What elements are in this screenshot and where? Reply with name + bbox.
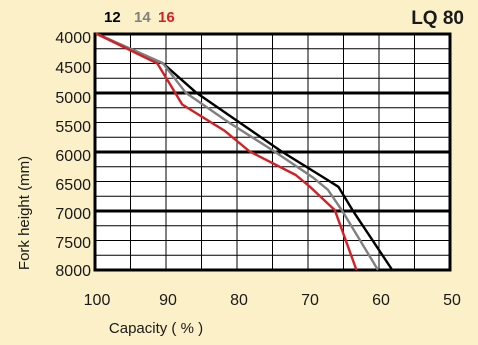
x-tick-label: 70 (301, 292, 319, 309)
legend: 12 14 16 (104, 9, 175, 26)
y-tick-label: 6000 (55, 148, 91, 165)
y-tick-label: 7500 (55, 235, 91, 252)
y-tick-label: 8000 (55, 263, 91, 280)
legend-item-14: 14 (134, 9, 151, 26)
legend-item-16: 16 (158, 9, 175, 26)
x-tick-label: 60 (372, 292, 390, 309)
y-tick-label: 4000 (55, 30, 91, 47)
series-line-12 (95, 32, 393, 271)
y-axis-ticks: 4000 4500 5000 5500 6000 6500 7000 7500 8000 (55, 30, 91, 280)
plot-frame (93, 32, 452, 272)
x-tick-label: 80 (230, 292, 248, 309)
plot-area (93, 32, 452, 272)
x-axis-label: Capacity ( % ) (109, 320, 203, 337)
legend-item-12: 12 (104, 9, 121, 26)
y-axis-label: Fork height (mm) (16, 156, 33, 270)
y-tick-label: 6500 (55, 177, 91, 194)
y-tick-label: 5500 (55, 119, 91, 136)
x-tick-label: 90 (159, 292, 177, 309)
x-tick-label: 100 (84, 292, 111, 309)
y-tick-label: 4500 (55, 60, 91, 77)
x-tick-label: 50 (443, 292, 461, 309)
series-line-16 (95, 32, 358, 271)
chart-title: LQ 80 (411, 8, 464, 29)
y-tick-label: 7000 (55, 206, 91, 223)
y-tick-label: 5000 (55, 90, 91, 107)
x-axis-ticks: 100 90 80 70 60 50 (84, 292, 461, 309)
series-line-14 (95, 32, 379, 271)
